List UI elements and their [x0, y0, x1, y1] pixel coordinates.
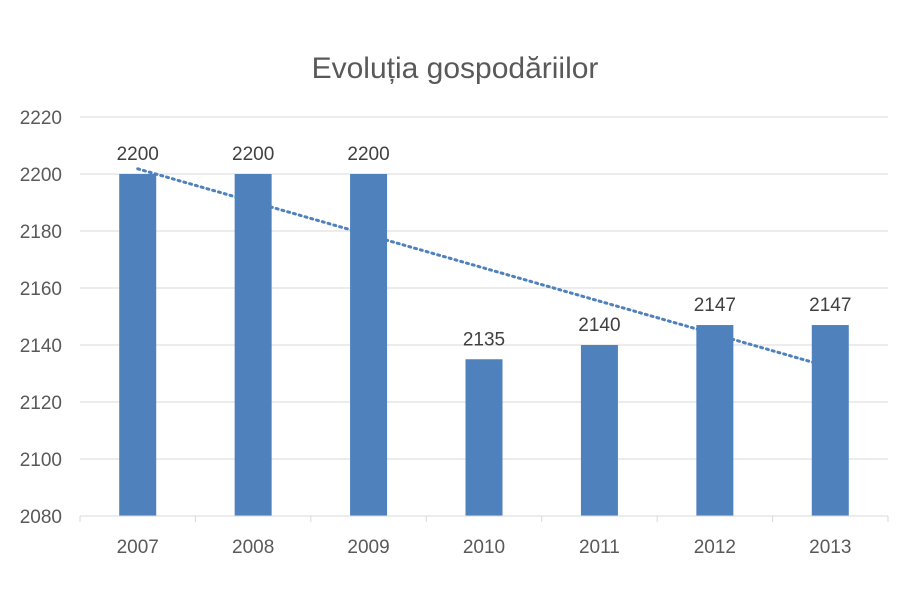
bar-2011	[580, 345, 618, 516]
y-tick-label: 2160	[20, 279, 62, 300]
y-tick-label: 2080	[20, 507, 62, 528]
y-tick-label: 2220	[20, 108, 62, 129]
bar-2007	[119, 174, 157, 516]
bars	[119, 174, 849, 516]
data-label-2010: 2135	[463, 329, 505, 350]
trendline	[136, 167, 832, 369]
x-tick-label: 2010	[463, 537, 505, 558]
data-labels: 2200 2200 2200 2135 2140 2147 2147	[117, 144, 852, 350]
y-axis: 2080 2100 2120 2140 2160 2180 2200 2220	[20, 108, 62, 528]
bar-2008	[234, 174, 272, 516]
y-tick-label: 2180	[20, 222, 62, 243]
data-label-2009: 2200	[347, 144, 389, 165]
bar-2009	[350, 174, 388, 516]
y-tick-label: 2120	[20, 393, 62, 414]
bar-2013	[811, 325, 849, 516]
bar-2012	[696, 325, 734, 516]
data-label-2013: 2147	[809, 295, 851, 316]
data-label-2012: 2147	[694, 295, 736, 316]
trendline-group	[136, 167, 832, 369]
y-tick-label: 2140	[20, 336, 62, 357]
data-label-2011: 2140	[578, 315, 620, 336]
x-tick-label: 2011	[579, 537, 620, 558]
x-tick-label: 2008	[232, 537, 274, 558]
data-label-2007: 2200	[117, 144, 159, 165]
gridlines	[80, 116, 888, 460]
x-tick-label: 2012	[694, 537, 736, 558]
x-tick-label: 2013	[809, 537, 851, 558]
x-axis: 2007 2008 2009 2010 2011 2012 2013	[79, 515, 889, 558]
x-tick-label: 2009	[347, 537, 389, 558]
data-label-2008: 2200	[232, 144, 274, 165]
bar-2010	[465, 359, 503, 516]
chart-title: Evoluția gospodăriilor	[312, 52, 599, 85]
y-tick-label: 2100	[20, 450, 62, 471]
x-tick-label: 2007	[117, 537, 159, 558]
y-tick-label: 2200	[20, 165, 62, 186]
